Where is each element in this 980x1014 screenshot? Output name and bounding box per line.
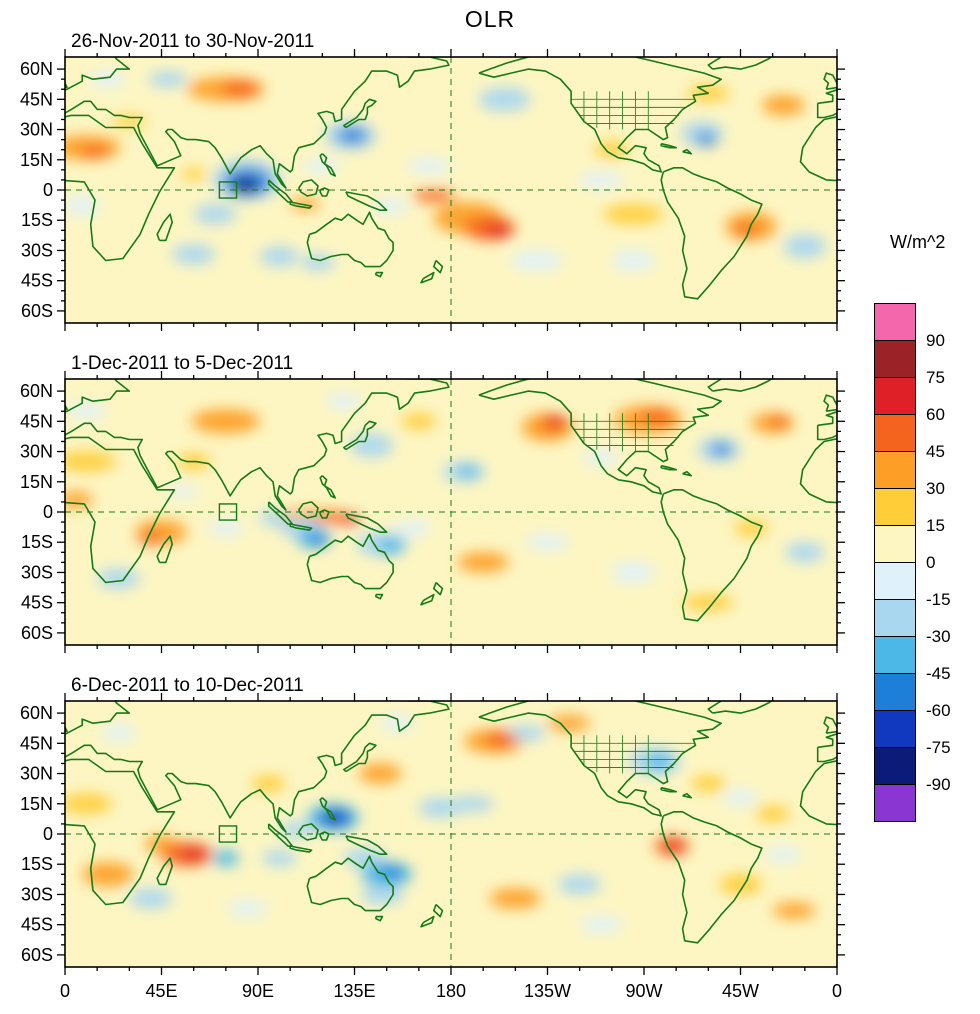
y-tick-label: 30N (20, 120, 53, 140)
colorbar-tick-label: 75 (926, 368, 945, 387)
axis-ticks (57, 49, 845, 331)
colorbar-swatch (874, 784, 916, 822)
y-tick-label: 60N (20, 381, 53, 401)
colorbar-tick-label: -30 (926, 627, 951, 646)
colorbar-units-label: W/m^2 (890, 232, 946, 252)
colorbar-swatch (874, 525, 916, 563)
colorbar-tick-label: 60 (926, 405, 945, 424)
y-tick-label: 0 (43, 502, 53, 522)
y-axis-labels: 60N 45N 30N 15N 0 15S 30S 45S 60S (20, 59, 53, 321)
colorbar-tick-label: -90 (926, 775, 951, 794)
axis-ticks (57, 371, 845, 653)
y-tick-label: 0 (43, 824, 53, 844)
colorbar-swatch (874, 414, 916, 452)
panel-1-title: 26-Nov-2011 to 30-Nov-2011 (71, 31, 315, 52)
axis-ticks (57, 693, 845, 975)
x-tick-label: 0 (832, 981, 842, 1001)
y-tick-label: 45N (20, 89, 53, 109)
figure-title: OLR (464, 6, 516, 32)
region-marker-box (218, 181, 238, 199)
colorbar-tick-label: 90 (926, 331, 945, 350)
y-tick-label: 45S (21, 271, 53, 291)
y-tick-label: 30N (20, 764, 53, 784)
y-tick-label: 0 (43, 180, 53, 200)
y-axis-labels: 60N 45N 30N 15N 0 15S 30S 45S 60S (20, 703, 53, 965)
x-tick-label: 90W (625, 981, 662, 1001)
colorbar-swatch (874, 488, 916, 526)
panel-1-map: 60N 45N 30N 15N 0 15S 30S 45S 60S (20, 49, 845, 331)
y-tick-label: 15N (20, 150, 53, 170)
colorbar-tick-label: 0 (926, 553, 936, 572)
colorbar-stack: 90 75 60 45 30 15 0 -15 -30 -45 -60 -75 -90 (874, 303, 978, 822)
panel-1: 26-Nov-2011 to 30-Nov-2011 60N 45N 30N 15N 0… (20, 30, 845, 331)
y-tick-label: 45S (21, 593, 53, 613)
region-marker-box (218, 503, 238, 521)
colorbar: W/m^2 90 75 60 45 30 15 0 -15 -30 -45 -60 -75 -90 (874, 232, 978, 822)
colorbar-swatch (874, 599, 916, 637)
panel-2-map: 60N 45N 30N 15N 0 15S 30S 45S 60S (20, 371, 845, 653)
colorbar-tick-label: 15 (926, 516, 945, 535)
colorbar-tick-label: 30 (926, 479, 945, 498)
colorbar-swatch (874, 340, 916, 378)
y-tick-label: 60S (21, 945, 53, 965)
x-axis-labels: 0 45E 90E 135E 180 135W 90W 45W 0 (60, 981, 842, 1001)
map-area (65, 57, 837, 323)
colorbar-swatch (874, 303, 916, 341)
y-tick-label: 60N (20, 59, 53, 79)
colorbar-swatch (874, 710, 916, 748)
colorbar-swatch (874, 451, 916, 489)
y-axis-labels: 60N 45N 30N 15N 0 15S 30S 45S 60S (20, 381, 53, 643)
x-tick-label: 135E (333, 981, 375, 1001)
x-tick-label: 135W (524, 981, 571, 1001)
us-state-borders (571, 91, 696, 132)
colorbar-swatch (874, 636, 916, 674)
x-tick-label: 45E (145, 981, 177, 1001)
y-tick-label: 15S (21, 854, 53, 874)
x-tick-label: 45W (722, 981, 759, 1001)
y-tick-label: 15S (21, 210, 53, 230)
colorbar-tick-label: -60 (926, 701, 951, 720)
y-tick-label: 30S (21, 884, 53, 904)
x-tick-label: 0 (60, 981, 70, 1001)
colorbar-tick-label: 45 (926, 442, 945, 461)
x-tick-label: 90E (242, 981, 274, 1001)
colorbar-tick-label: -15 (926, 590, 951, 609)
colorbar-tick-label: -75 (926, 738, 951, 757)
region-marker-box (218, 825, 238, 843)
y-tick-label: 45N (20, 733, 53, 753)
y-tick-label: 30N (20, 442, 53, 462)
x-tick-label: 180 (436, 981, 466, 1001)
coastlines (65, 701, 837, 944)
panel-2: 1-Dec-2011 to 5-Dec-2011 60N 45N 30N 15N 0 15… (20, 352, 845, 653)
y-tick-label: 15N (20, 794, 53, 814)
map-area (65, 379, 837, 645)
y-tick-label: 15S (21, 532, 53, 552)
panel-2-title: 1-Dec-2011 to 5-Dec-2011 (71, 353, 294, 374)
map-area (65, 701, 837, 967)
y-tick-label: 30S (21, 240, 53, 260)
y-tick-label: 60S (21, 623, 53, 643)
panel-3: 6-Dec-2011 to 10-Dec-2011 60N 45N 30N 15N 0 1… (20, 674, 845, 1001)
anomaly-field (65, 715, 816, 933)
panel-3-title: 6-Dec-2011 to 10-Dec-2011 (71, 675, 304, 696)
anomaly-field (65, 393, 825, 611)
colorbar-tick-label: -45 (926, 664, 951, 683)
colorbar-swatch (874, 377, 916, 415)
y-tick-label: 30S (21, 562, 53, 582)
y-tick-label: 45S (21, 915, 53, 935)
y-tick-label: 60N (20, 703, 53, 723)
y-tick-label: 60S (21, 301, 53, 321)
colorbar-swatch (874, 673, 916, 711)
y-tick-label: 45N (20, 411, 53, 431)
panel-3-map: 60N 45N 30N 15N 0 15S 30S 45S 60S 0 45E 90E 135E 180 1… (20, 693, 845, 1001)
colorbar-swatch (874, 747, 916, 785)
y-tick-label: 15N (20, 472, 53, 492)
colorbar-swatch (874, 562, 916, 600)
